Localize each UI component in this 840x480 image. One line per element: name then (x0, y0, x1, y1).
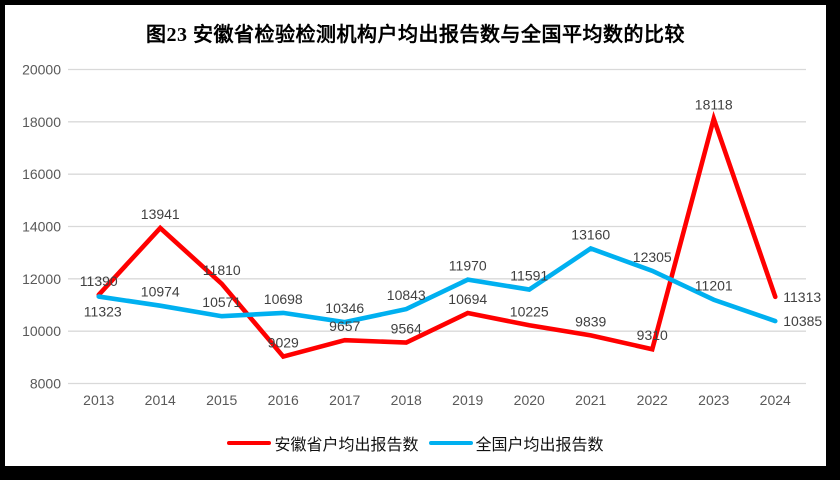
y-tick-label: 12000 (22, 271, 61, 287)
x-tick-label: 2022 (637, 392, 668, 408)
data-label: 10698 (264, 291, 303, 307)
data-label: 10843 (387, 287, 426, 303)
series-line-anhui (96, 110, 778, 360)
legend-line-swatch-national (428, 440, 473, 446)
data-label: 11591 (510, 268, 548, 284)
chart-legend: 安徽省户均出报告数 全国户均出报告数 (5, 431, 826, 455)
data-label: 10694 (448, 291, 487, 307)
y-tick-label: 20000 (22, 62, 61, 78)
x-tick-label: 2021 (575, 392, 606, 408)
x-tick-label: 2024 (760, 392, 791, 408)
data-label: 10225 (510, 303, 549, 319)
data-label: 11313 (783, 289, 821, 305)
x-tick-label: 2013 (83, 392, 114, 408)
x-tick-label: 2023 (698, 392, 729, 408)
data-label: 9564 (391, 321, 422, 337)
data-label: 11390 (80, 273, 118, 289)
legend-item-national: 全国户均出报告数 (428, 431, 604, 455)
x-tick-label: 2016 (268, 392, 299, 408)
data-label: 10571 (202, 294, 241, 310)
x-tick-label: 2015 (206, 392, 237, 408)
data-label: 11323 (84, 304, 122, 320)
data-label: 11970 (449, 258, 487, 274)
data-label: 9029 (268, 335, 299, 351)
y-tick-label: 14000 (22, 219, 61, 235)
data-label: 9839 (575, 313, 606, 329)
data-label: 11810 (203, 262, 241, 278)
x-tick-label: 2018 (391, 392, 422, 408)
legend-label-national: 全国户均出报告数 (475, 437, 604, 454)
series-line-national (96, 245, 778, 325)
data-label: 13160 (571, 226, 610, 242)
x-tick-label: 2017 (329, 392, 360, 408)
data-label: 10385 (783, 313, 822, 329)
data-label: 9310 (637, 327, 668, 343)
chart-title: 图23 安徽省检验检测机构户均出报告数与全国平均数的比较 (146, 24, 685, 46)
y-tick-label: 18000 (22, 114, 61, 130)
data-label: 18118 (695, 97, 733, 113)
data-label: 11201 (695, 278, 733, 294)
data-label: 13941 (141, 206, 180, 222)
legend-item-anhui: 安徽省户均出报告数 (227, 431, 419, 455)
y-tick-label: 16000 (22, 166, 61, 182)
x-tick-label: 2014 (145, 392, 176, 408)
data-label: 10974 (141, 284, 180, 300)
legend-line-swatch-anhui (227, 440, 272, 446)
y-tick-label: 10000 (22, 323, 61, 339)
x-tick-label: 2019 (452, 392, 483, 408)
data-label: 12305 (633, 249, 672, 265)
data-label: 10346 (325, 300, 364, 316)
x-tick-label: 2020 (514, 392, 545, 408)
y-tick-label: 8000 (30, 376, 61, 392)
data-label: 9657 (329, 318, 360, 334)
legend-label-anhui: 安徽省户均出报告数 (274, 437, 419, 454)
